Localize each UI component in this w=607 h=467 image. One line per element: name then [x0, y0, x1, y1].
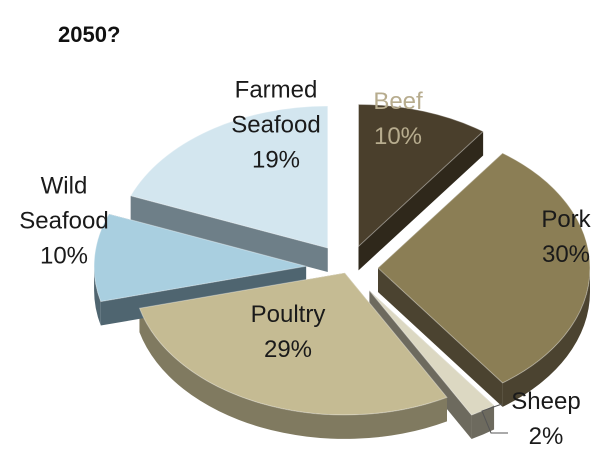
slice-side-poultry	[139, 308, 447, 439]
label-wild-seafood-1: Seafood	[19, 207, 108, 234]
pie-labels: Beef 10% Pork 30% Sheep 2% Poultry 29% Wild Seafo…	[19, 76, 591, 450]
label-beef-0: Beef	[373, 88, 423, 115]
label-pork-0: Pork	[541, 206, 591, 233]
label-wild-seafood-2: 10%	[40, 242, 88, 269]
slice-farmed-seafood	[129, 105, 329, 249]
slice-edge-pork-1	[378, 268, 503, 407]
slice-edge-beef-1	[358, 131, 484, 271]
slice-pork	[377, 152, 591, 384]
label-sheep-1: 2%	[529, 423, 564, 450]
slice-side-wild-seafood	[94, 266, 101, 326]
chart-title: 2050?	[58, 22, 121, 47]
label-sheep-0: Sheep	[511, 388, 580, 415]
slice-side-pork	[502, 268, 590, 407]
label-beef-1: 10%	[374, 123, 422, 150]
slice-edge-farmed-seafood-0	[130, 195, 328, 273]
sheep-leader-line	[481, 403, 508, 434]
slice-poultry	[138, 272, 448, 416]
label-wild-seafood-0: Wild	[41, 172, 88, 199]
label-farmed-seafood-2: 19%	[252, 146, 300, 173]
slice-beef	[358, 103, 484, 248]
label-poultry-1: 29%	[264, 336, 312, 363]
label-farmed-seafood-0: Farmed	[235, 76, 318, 103]
label-poultry-0: Poultry	[251, 301, 326, 328]
label-farmed-seafood-1: Seafood	[231, 111, 320, 138]
pie-tops	[93, 103, 591, 416]
label-pork-1: 30%	[542, 241, 590, 268]
slice-wild-seafood	[93, 213, 307, 303]
